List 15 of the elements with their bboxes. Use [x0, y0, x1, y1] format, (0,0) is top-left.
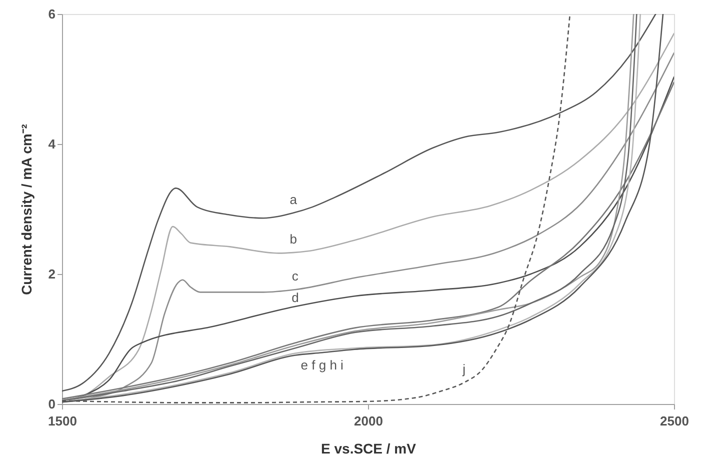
annotation: j	[462, 362, 466, 377]
annotation: b	[290, 232, 297, 247]
y-tick-label: 4	[48, 136, 56, 152]
x-tick-label: 2000	[354, 414, 383, 428]
x-axis-title: E vs.SCE / mV	[321, 440, 417, 456]
y-tick-label: 2	[48, 266, 56, 282]
annotation: d	[292, 290, 299, 306]
x-tick-label: 1500	[48, 414, 77, 428]
y-axis-title: Current density / mA cm⁻²	[18, 124, 34, 295]
annotation: e f g h i	[300, 358, 344, 373]
x-tick-label: 2500	[660, 414, 689, 428]
y-tick-label: 6	[48, 6, 56, 22]
annotation: a	[290, 192, 298, 207]
annotation: c	[292, 268, 299, 284]
y-tick-label: 0	[48, 396, 56, 412]
